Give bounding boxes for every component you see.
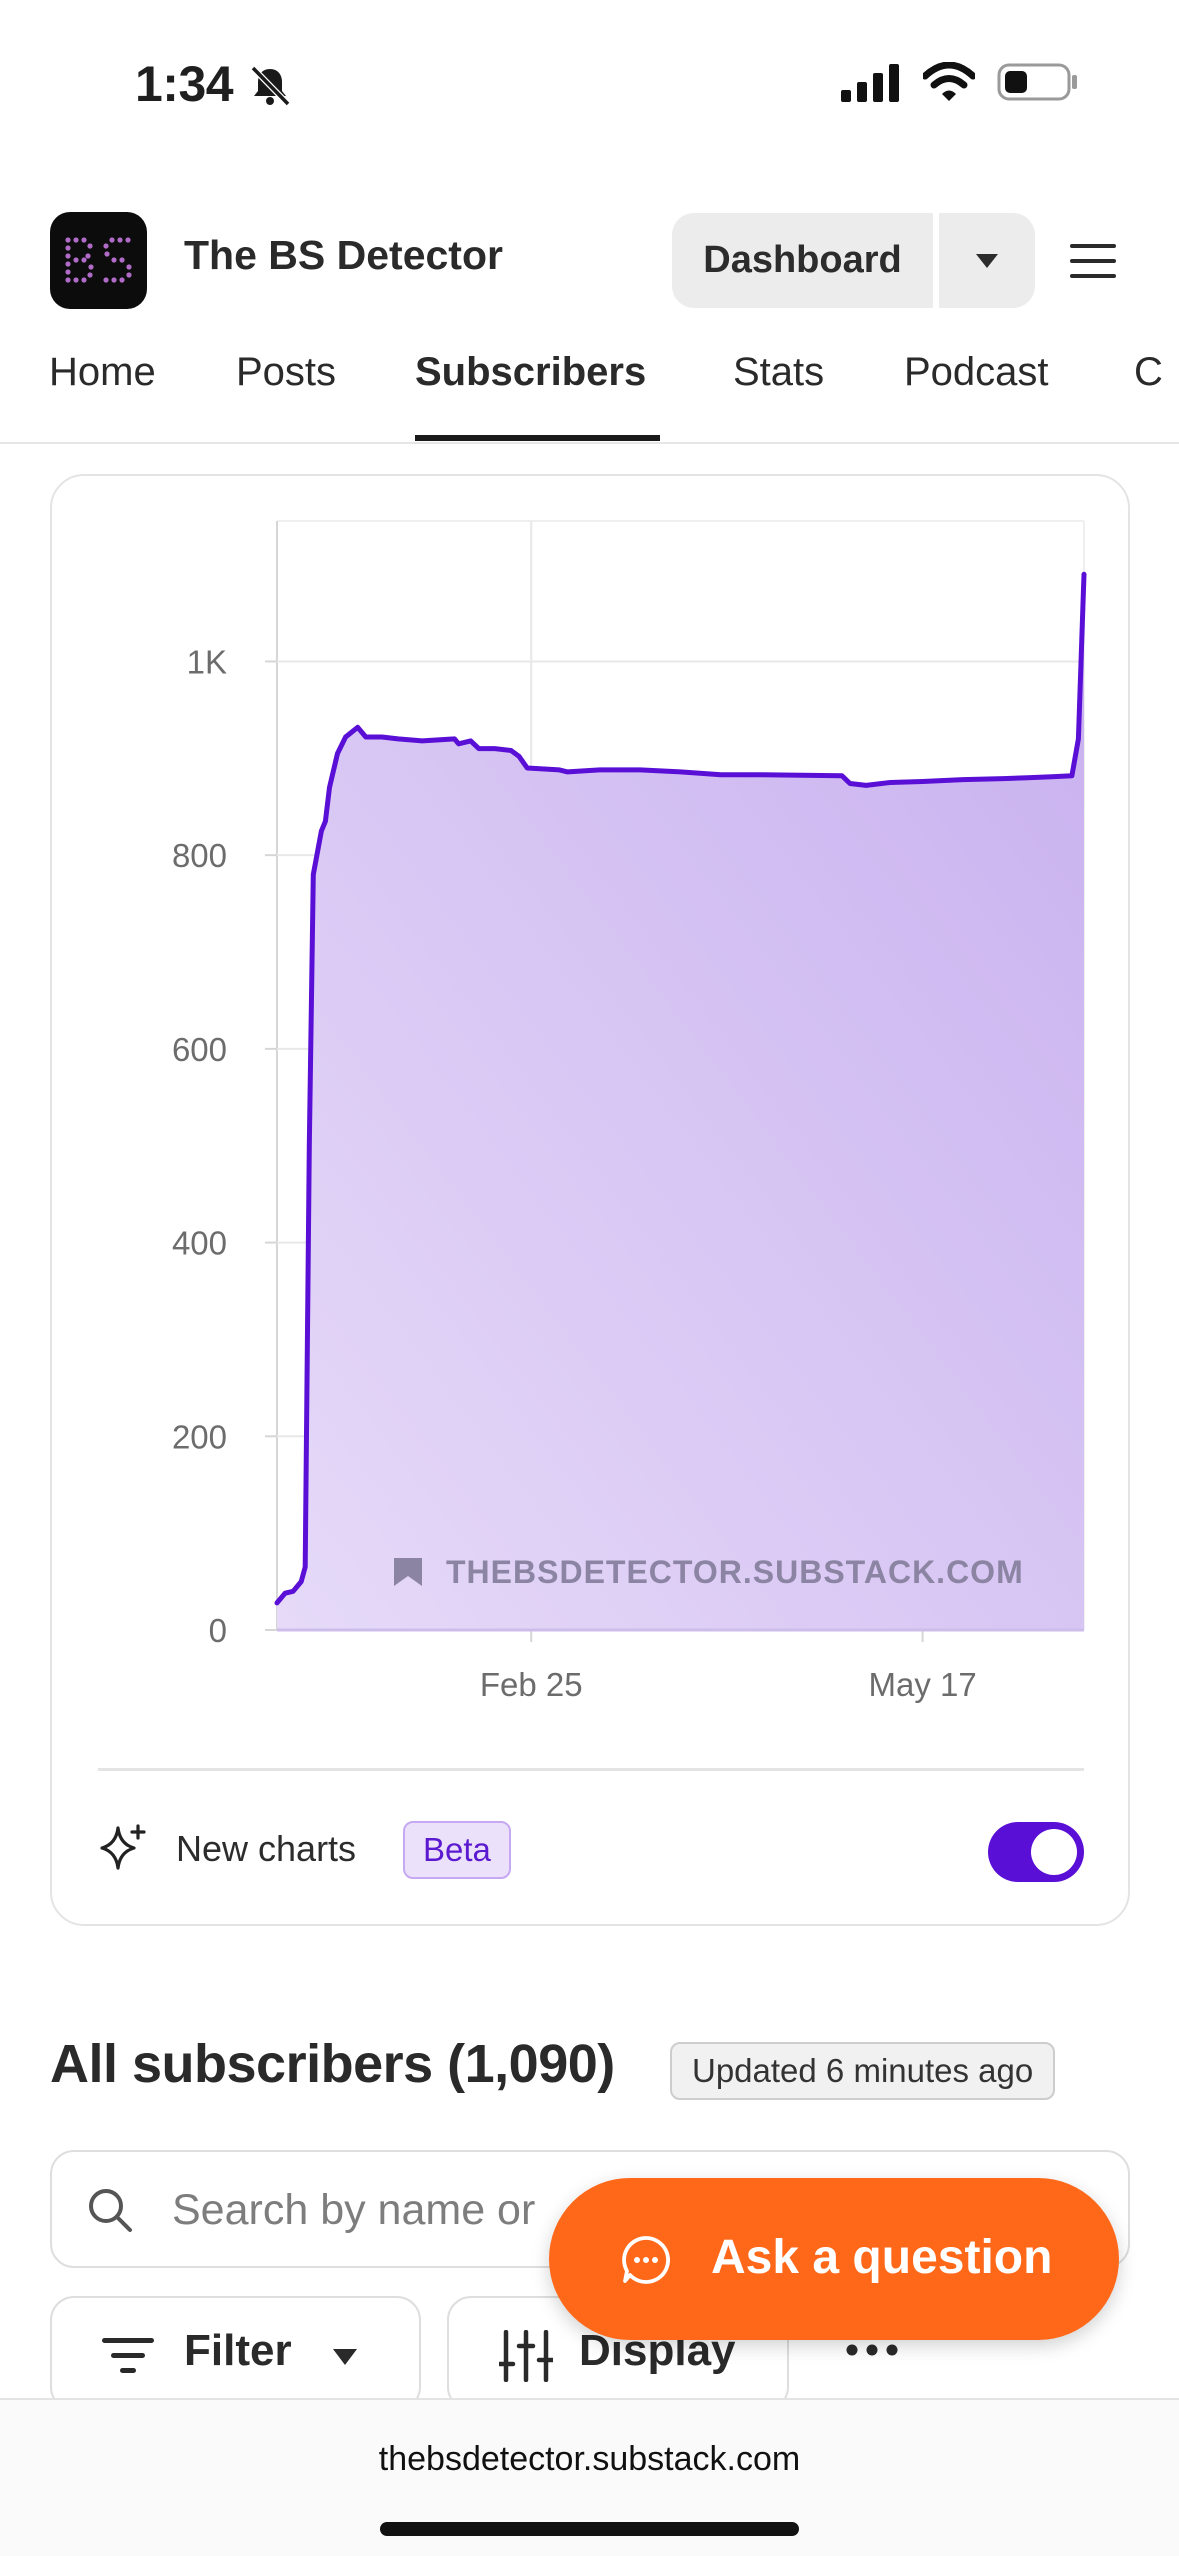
filter-button[interactable]: Filter — [50, 2296, 421, 2411]
browser-url: thebsdetector.substack.com — [378, 2440, 801, 2478]
dashboard-button[interactable]: Dashboard — [672, 213, 933, 308]
active-tab-indicator — [415, 435, 660, 441]
filter-lines-icon — [102, 2338, 154, 2373]
battery-icon — [997, 63, 1077, 101]
bell-slash-icon — [250, 65, 291, 107]
tab-subscribers[interactable]: Subscribers — [415, 350, 647, 394]
home-indicator[interactable] — [380, 2522, 799, 2536]
wifi-icon — [923, 62, 975, 101]
toggle-knob — [1031, 1829, 1077, 1875]
subscriber-area-chart: 1K 800 600 400 200 0 Feb 25 May 17 THEBSDETECTOR… — [172, 520, 1087, 1703]
publication-name[interactable]: The BS Detector — [184, 232, 503, 278]
browser-address-bar[interactable]: thebsdetector.substack.com — [0, 2398, 1179, 2556]
cellular-signal-icon — [841, 64, 899, 102]
nav-tabs: Home Posts Subscribers Stats Podcast C — [0, 340, 1179, 444]
sliders-icon — [499, 2330, 553, 2382]
caret-down-icon — [976, 253, 998, 268]
tab-stats[interactable]: Stats — [733, 350, 825, 394]
card-divider — [98, 1768, 1084, 1771]
y-tick-label: 200 — [172, 1418, 227, 1455]
y-tick-label: 800 — [172, 837, 227, 874]
chart-watermark: THEBSDETECTOR.SUBSTACK.COM — [394, 1554, 1024, 1590]
new-charts-label: New charts — [176, 1828, 357, 1869]
series-area — [277, 574, 1084, 1630]
watermark-text: THEBSDETECTOR.SUBSTACK.COM — [446, 1554, 1024, 1590]
y-tick-label: 600 — [172, 1031, 227, 1068]
ask-question-label: Ask a question — [711, 2231, 1053, 2284]
subscriber-chart-card: 1K 800 600 400 200 0 Feb 25 May 17 THEBSDETECTOR… — [50, 474, 1130, 1926]
status-icons — [841, 62, 1079, 102]
series-line — [274, 571, 1087, 1606]
publication-logo[interactable] — [50, 212, 147, 309]
x-tick-label: May 17 — [868, 1666, 976, 1703]
y-tick-label: 400 — [172, 1225, 227, 1262]
subscribers-heading: All subscribers (1,090) — [50, 2034, 615, 2094]
bookmark-icon — [394, 1558, 422, 1586]
search-icon — [89, 2189, 132, 2232]
x-tick-label: Feb 25 — [480, 1666, 583, 1703]
tab-home[interactable]: Home — [49, 350, 156, 394]
tab-posts[interactable]: Posts — [236, 350, 337, 394]
y-tick-label: 0 — [209, 1612, 227, 1649]
beta-badge: Beta — [403, 1821, 511, 1879]
logo-bs-mark — [65, 237, 132, 283]
more-options-icon[interactable] — [842, 2330, 902, 2370]
y-tick-label: 1K — [187, 643, 227, 680]
tab-podcast[interactable]: Podcast — [904, 350, 1049, 394]
filter-label: Filter — [184, 2326, 292, 2375]
hamburger-menu-icon[interactable] — [1068, 236, 1118, 286]
new-charts-toggle[interactable] — [988, 1822, 1084, 1882]
dashboard-dropdown-button[interactable] — [939, 213, 1035, 308]
status-time: 1:34 — [135, 56, 234, 112]
ask-question-button[interactable]: Ask a question — [549, 2178, 1119, 2340]
tab-overflow[interactable]: C — [1134, 350, 1163, 394]
chat-bubble-icon — [622, 2236, 670, 2284]
updated-badge: Updated 6 minutes ago — [670, 2042, 1056, 2100]
caret-down-icon — [333, 2349, 357, 2365]
sparkle-icon — [100, 1824, 146, 1870]
